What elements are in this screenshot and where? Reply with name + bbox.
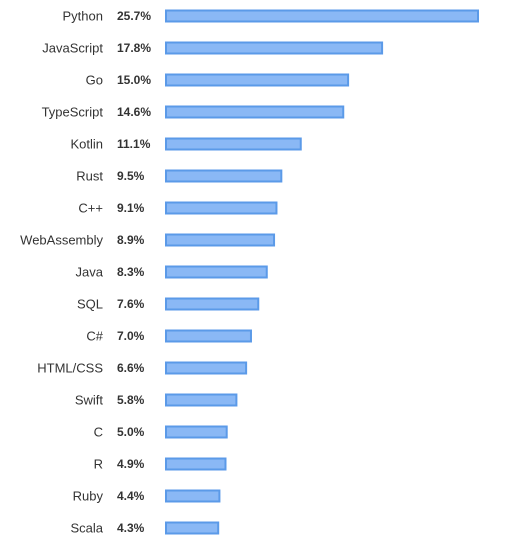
value-label: 4.3% xyxy=(117,521,145,535)
category-label: C xyxy=(94,425,103,440)
value-label: 7.6% xyxy=(117,297,145,311)
bar xyxy=(165,41,384,55)
value-label: 9.1% xyxy=(117,201,145,215)
value-label: 14.6% xyxy=(117,105,151,119)
value-label: 5.8% xyxy=(117,393,145,407)
bar xyxy=(165,425,228,439)
value-label: 4.4% xyxy=(117,489,145,503)
value-label: 8.3% xyxy=(117,265,145,279)
category-label: Python xyxy=(63,9,103,24)
bar xyxy=(165,73,350,87)
value-label: 5.0% xyxy=(117,425,145,439)
category-label: Java xyxy=(76,265,104,280)
category-label: HTML/CSS xyxy=(37,361,103,376)
category-label: Ruby xyxy=(73,489,104,504)
category-label: WebAssembly xyxy=(20,233,103,248)
category-label: TypeScript xyxy=(42,105,104,120)
category-label: JavaScript xyxy=(42,41,103,56)
category-label: C++ xyxy=(78,201,103,216)
category-label: Kotlin xyxy=(70,137,103,152)
category-label: Rust xyxy=(76,169,103,184)
value-label: 7.0% xyxy=(117,329,145,343)
bar xyxy=(165,9,479,23)
bar xyxy=(165,329,252,343)
category-label: Go xyxy=(86,73,103,88)
bar xyxy=(165,105,345,119)
value-label: 6.6% xyxy=(117,361,145,375)
bar xyxy=(165,521,220,535)
value-label: 4.9% xyxy=(117,457,145,471)
value-label: 11.1% xyxy=(117,137,151,151)
bar xyxy=(165,361,248,375)
value-label: 9.5% xyxy=(117,169,145,183)
category-label: Swift xyxy=(75,393,104,408)
bar xyxy=(165,489,221,503)
category-label: Scala xyxy=(70,521,103,536)
category-label: SQL xyxy=(77,297,103,312)
bar xyxy=(165,201,278,215)
category-label: C# xyxy=(86,329,103,344)
value-label: 8.9% xyxy=(117,233,145,247)
value-label: 15.0% xyxy=(117,73,151,87)
bar xyxy=(165,265,268,279)
bar xyxy=(165,169,283,183)
value-label: 17.8% xyxy=(117,41,151,55)
bar xyxy=(165,393,238,407)
value-label: 25.7% xyxy=(117,9,151,23)
bar xyxy=(165,137,302,151)
bar xyxy=(165,297,260,311)
bar xyxy=(165,457,227,471)
bar xyxy=(165,233,276,247)
category-label: R xyxy=(94,457,103,472)
